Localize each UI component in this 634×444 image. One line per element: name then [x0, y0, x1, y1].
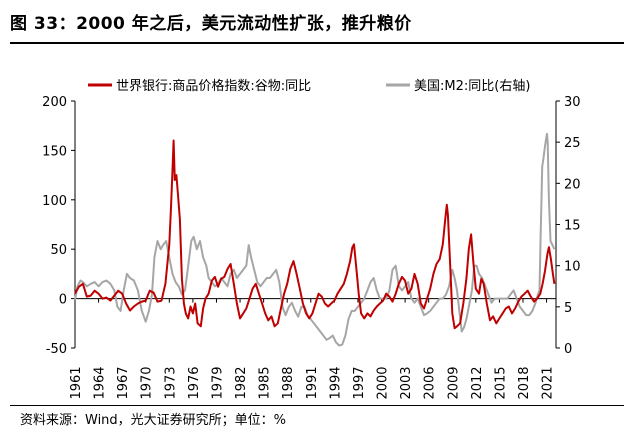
x-tick-label: 1976	[187, 366, 202, 399]
x-tick-label: 1970	[140, 366, 155, 399]
left-tick-label: 50	[50, 243, 67, 258]
left-tick-label: -50	[46, 342, 67, 357]
left-tick-label: 150	[42, 144, 67, 159]
x-tick-label: 1961	[69, 366, 84, 399]
title-rule	[10, 42, 624, 44]
series-line-world-bank-grain	[74, 139, 556, 330]
x-tick-label: 2000	[376, 366, 391, 399]
x-tick-label: 1982	[234, 366, 249, 399]
x-tick-label: 1994	[328, 366, 343, 399]
x-tick-label: 2021	[541, 366, 556, 399]
left-tick-label: 0	[59, 293, 67, 308]
series-lines	[74, 132, 556, 347]
right-tick-label: 15	[564, 219, 581, 234]
x-tick-label: 1973	[163, 366, 178, 399]
x-tick-label: 1964	[93, 366, 108, 399]
series-line-us-m2	[74, 132, 556, 347]
x-tick-label: 1991	[305, 366, 320, 399]
legend: 世界银行:商品价格指数:谷物:同比 美国:M2:同比(右轴)	[88, 78, 530, 94]
right-tick-label: 30	[564, 95, 581, 110]
right-tick-label: 25	[564, 136, 581, 151]
axes	[71, 100, 560, 349]
left-tick-label: 100	[42, 194, 67, 209]
x-tick-label: 1985	[258, 366, 273, 399]
x-tick-label: 1988	[281, 366, 296, 399]
source-rule	[10, 405, 624, 406]
left-tick-label: 200	[42, 95, 67, 110]
x-tick-label: 1979	[210, 366, 225, 399]
x-tick-label: 2003	[399, 366, 414, 399]
x-tick-label: 1967	[116, 366, 131, 399]
right-tick-label: 0	[564, 342, 572, 357]
legend-label-world-bank-grain: 世界银行:商品价格指数:谷物:同比	[116, 78, 311, 94]
legend-label-us-m2: 美国:M2:同比(右轴)	[414, 79, 530, 94]
x-tick-label: 2015	[493, 366, 508, 399]
x-tick-label: 2018	[517, 366, 532, 399]
x-tick-label: 2012	[470, 366, 485, 399]
right-tick-label: 10	[564, 260, 581, 275]
figure-title: 图 33：2000 年之后，美元流动性扩张，推升粮价	[10, 14, 412, 34]
x-tick-label: 1997	[352, 366, 367, 399]
source-note: 资料来源：Wind，光大证券研究所；单位：%	[20, 413, 287, 428]
x-tick-label: 2009	[446, 366, 461, 399]
x-tick-label: 2006	[423, 366, 438, 399]
right-tick-label: 20	[564, 177, 581, 192]
right-tick-label: 5	[564, 301, 572, 316]
